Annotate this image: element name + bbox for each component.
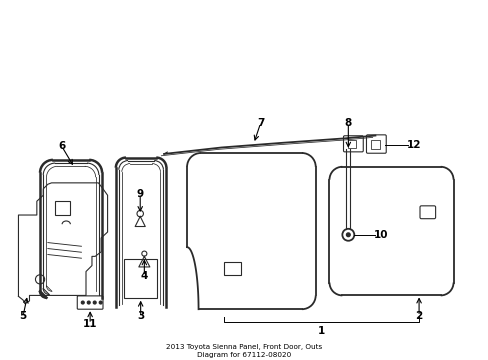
- Circle shape: [346, 233, 349, 237]
- Circle shape: [93, 301, 96, 304]
- Circle shape: [81, 301, 84, 304]
- Text: 6: 6: [58, 141, 65, 151]
- Bar: [124, 259, 157, 298]
- Circle shape: [87, 301, 90, 304]
- Text: 5: 5: [20, 311, 27, 321]
- Bar: [347, 140, 355, 148]
- Text: 11: 11: [82, 319, 97, 329]
- Text: 10: 10: [373, 230, 388, 240]
- Bar: [370, 140, 379, 149]
- Text: 4: 4: [141, 271, 148, 281]
- Bar: [55, 201, 70, 215]
- Circle shape: [99, 301, 102, 304]
- Text: 2013 Toyota Sienna Panel, Front Door, Outs
Diagram for 67112-08020: 2013 Toyota Sienna Panel, Front Door, Ou…: [166, 344, 322, 358]
- Text: 9: 9: [136, 189, 143, 199]
- Text: 8: 8: [344, 118, 351, 128]
- Text: 2: 2: [415, 311, 422, 321]
- Text: 1: 1: [317, 326, 325, 336]
- Text: 3: 3: [137, 311, 144, 321]
- Text: 12: 12: [406, 140, 420, 150]
- Bar: [224, 262, 241, 275]
- Text: 7: 7: [256, 118, 264, 128]
